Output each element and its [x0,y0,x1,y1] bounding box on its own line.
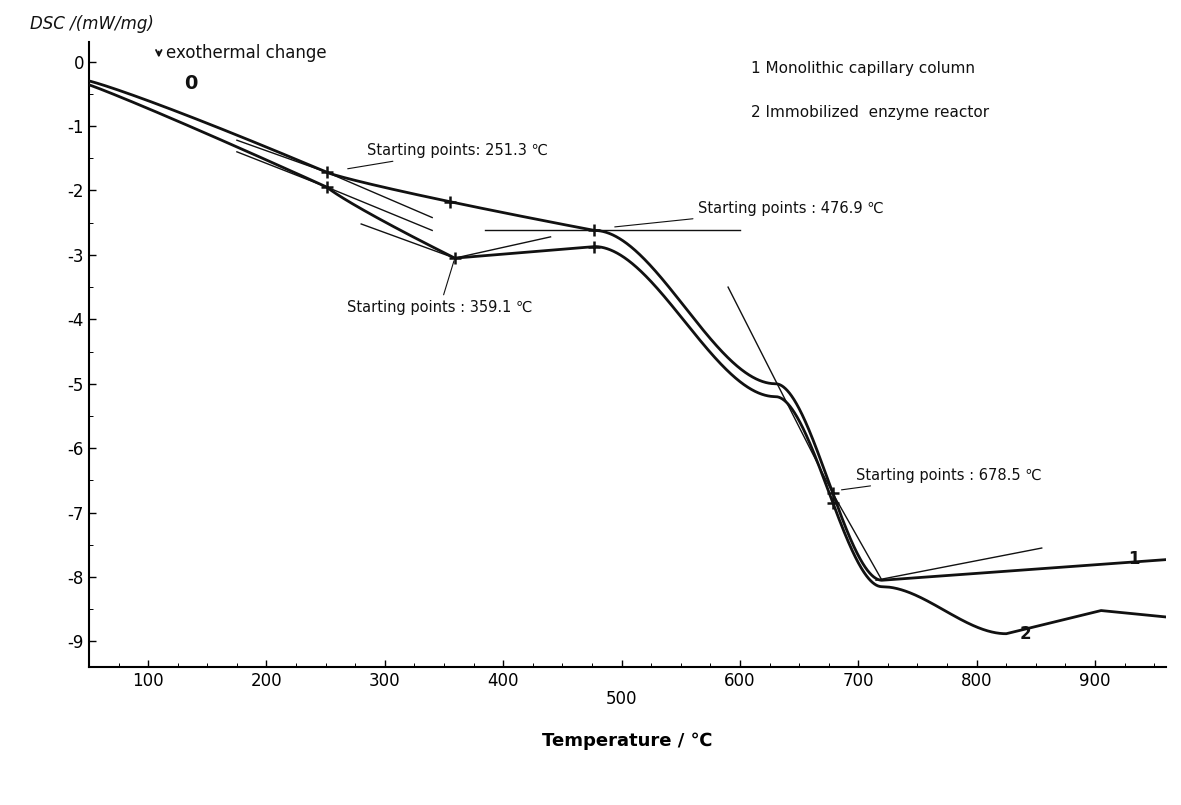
Text: Starting points : 359.1 ℃: Starting points : 359.1 ℃ [347,261,533,316]
Text: exothermal change: exothermal change [165,43,326,62]
Text: 1: 1 [1128,550,1140,568]
Text: 1 Monolithic capillary column: 1 Monolithic capillary column [751,61,976,76]
Text: Starting points: 251.3 ℃: Starting points: 251.3 ℃ [347,143,548,169]
Text: 500: 500 [606,690,638,708]
X-axis label: Temperature / ℃: Temperature / ℃ [542,732,712,749]
Text: 2: 2 [1019,625,1031,642]
Text: DSC /(mW/mg): DSC /(mW/mg) [30,15,154,33]
Text: 2 Immobilized  enzyme reactor: 2 Immobilized enzyme reactor [751,105,990,120]
Text: Starting points : 678.5 ℃: Starting points : 678.5 ℃ [842,468,1042,490]
Text: 0: 0 [183,74,197,93]
Text: Starting points : 476.9 ℃: Starting points : 476.9 ℃ [615,201,885,227]
